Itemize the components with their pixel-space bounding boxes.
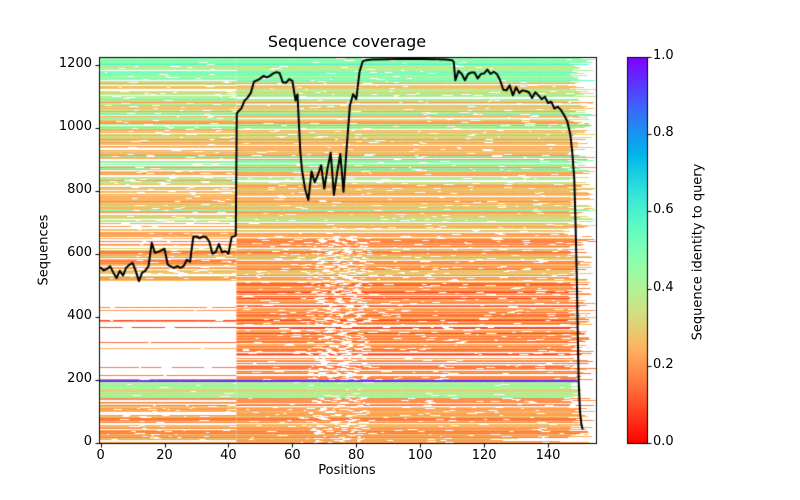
x-axis-label: Positions: [318, 463, 376, 478]
x-tick-label: 20: [156, 448, 173, 463]
y-tick-label: 0: [83, 434, 92, 449]
x-tick-label: 60: [284, 448, 301, 463]
y-tick-label: 200: [67, 371, 92, 387]
colorbar-tick-label: 0.8: [653, 125, 674, 141]
x-tick-label: 140: [535, 448, 561, 463]
x-tick-label: 100: [407, 448, 433, 463]
x-tick-label: 80: [348, 448, 365, 463]
plot-title: Sequence coverage: [267, 32, 427, 51]
y-tick-label: 800: [67, 182, 92, 198]
y-tick-label: 400: [67, 308, 92, 324]
x-tick-label: 120: [471, 448, 497, 463]
colorbar-tick-label: 0.4: [653, 279, 674, 295]
colorbar-label: Sequence identity to query: [690, 163, 706, 341]
y-tick-label: 600: [67, 245, 92, 261]
x-tick-label: 40: [220, 448, 237, 463]
colorbar-tick-label: 0.6: [653, 202, 674, 218]
colorbar-tick-label: 1.0: [653, 48, 674, 63]
colorbar-tick-label: 0.0: [653, 434, 674, 449]
y-tick-label: 1000: [58, 119, 92, 135]
y-tick-label: 1200: [58, 56, 92, 72]
colorbar-tick-label: 0.2: [653, 356, 674, 372]
x-tick-label: 0: [96, 448, 105, 463]
